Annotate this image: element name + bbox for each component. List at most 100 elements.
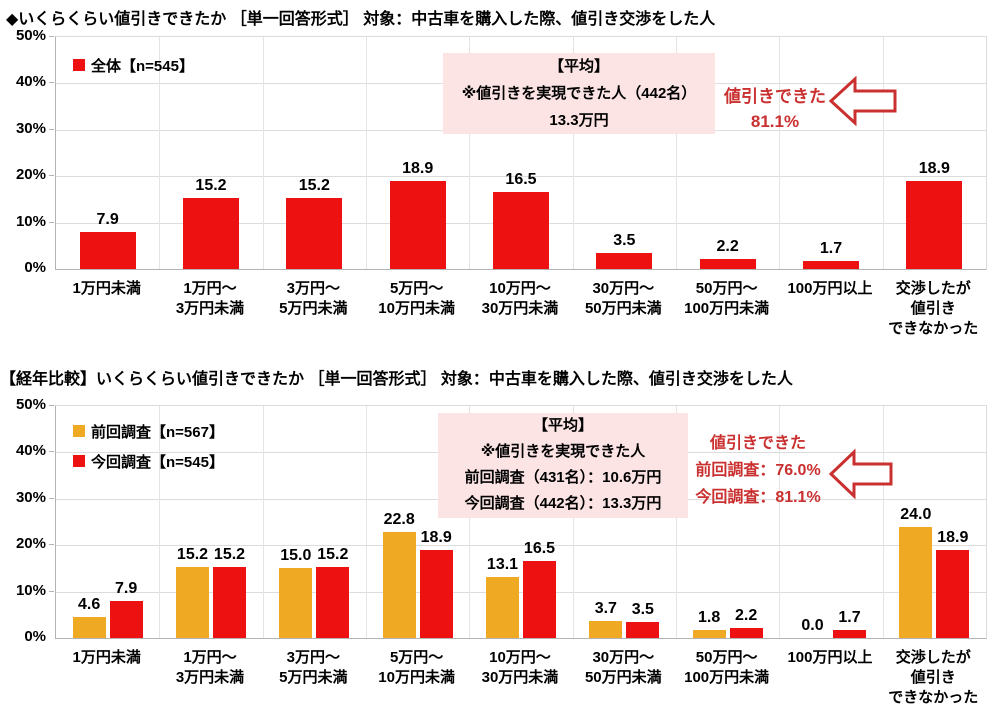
callout-line: 前回調査：76.0%	[695, 462, 821, 479]
y-axis-label: 10%	[15, 581, 46, 599]
bar-value-label: 7.9	[115, 580, 138, 597]
annotation-line: ※値引きを実現できた人（442名）	[461, 85, 697, 102]
bar-value-label: 1.7	[819, 240, 843, 257]
x-axis-label: 100万円以上	[787, 280, 873, 297]
bar-value-label: 2.2	[716, 238, 739, 255]
bar-value-label: 15.2	[317, 546, 349, 563]
callout-line: 81.1%	[750, 112, 800, 131]
bar-value-label: 15.2	[298, 177, 330, 194]
bar-value-label: 0.0	[801, 617, 824, 634]
bar-value-label: 1.7	[838, 609, 861, 626]
chart-title: ◆いくらくらい値引きできたか ［単一回答形式］ 対象：中古車を購入した際、値引き…	[6, 11, 716, 28]
bar-value-label: 16.5	[505, 171, 537, 188]
discount-chart-overall: ◆いくらくらい値引きできたか ［単一回答形式］ 対象：中古車を購入した際、値引き…	[6, 11, 987, 339]
y-axis-label: 50%	[15, 396, 46, 413]
bar-value-label: 15.2	[195, 177, 227, 194]
x-axis: 1万円未満 1万円～ 3万円未満 3万円～ 5万円未満 5万円～ 10万円未満 10万円～ 30…	[55, 273, 985, 339]
bar	[729, 628, 763, 638]
axis-tick	[49, 82, 54, 84]
gridline	[882, 406, 884, 638]
bar	[523, 561, 556, 638]
bar	[803, 261, 859, 269]
y-axis-label: 40%	[15, 73, 46, 91]
gridline	[882, 37, 884, 269]
x-axis-label: 100万円以上	[787, 649, 873, 666]
bar-value-label: 15.0	[280, 547, 312, 564]
gridline	[262, 37, 264, 269]
gridline	[56, 591, 986, 593]
bar-value-label: 4.6	[78, 596, 101, 613]
gridline	[779, 37, 781, 269]
bar-value-label: 7.9	[96, 211, 119, 228]
bar	[109, 601, 143, 638]
legend: 前回調査【n=567】 今回調査【n=545】	[73, 416, 224, 476]
bar	[382, 532, 416, 638]
axis-tick	[49, 405, 54, 406]
bar-value-label: 15.2	[213, 546, 246, 563]
callout-line: 今回調査：81.1%	[695, 489, 821, 506]
bar	[936, 550, 970, 638]
x-axis-label: 3万円～ 5万円未満	[279, 280, 348, 317]
legend-item: 今回調査【n=545】	[73, 446, 224, 476]
y-axis-label: 0%	[24, 259, 46, 276]
x-axis-label: 1万円未満	[72, 649, 141, 666]
left-arrow-icon	[828, 448, 893, 500]
average-annotation: 【平均】 ※値引きを実現できた人（442名） 13.3万円	[443, 53, 715, 134]
x-axis-label: 5万円～ 10万円未満	[378, 649, 455, 686]
bar	[286, 198, 343, 269]
bar	[79, 232, 136, 269]
annotation-line: 【平均】	[532, 417, 593, 434]
legend-swatch	[73, 455, 85, 467]
x-axis-label: 3万円～ 5万円未満	[279, 649, 348, 686]
y-axis-label: 10%	[15, 212, 46, 230]
bar	[692, 630, 726, 638]
gridline	[572, 37, 574, 269]
legend-item: 前回調査【n=567】	[73, 416, 224, 446]
x-axis-label: 50万円～ 100万円未満	[684, 649, 770, 686]
axis-tick	[49, 36, 54, 37]
annotation-line: ※値引きを実現できた人	[480, 443, 646, 460]
legend-label: 前回調査【n=567】	[91, 423, 224, 441]
gridline	[469, 406, 471, 638]
annotation-line: 今回調査（442名）：13.3万円	[464, 495, 662, 512]
x-axis-label: 1万円～ 3万円未満	[175, 649, 245, 686]
bar	[419, 550, 453, 638]
annotation-line: 13.3万円	[549, 112, 609, 129]
gridline	[676, 37, 677, 269]
x-axis-label: 30万円～ 50万円未満	[584, 649, 662, 686]
axis-tick	[49, 590, 54, 592]
legend-swatch	[73, 425, 85, 437]
legend-label: 今回調査【n=545】	[91, 453, 224, 471]
bar	[626, 622, 660, 638]
bar	[316, 567, 350, 638]
y-axis-label: 0%	[24, 628, 46, 645]
gridline	[572, 406, 574, 638]
gridline	[676, 406, 677, 638]
legend-item: 全体【n=545】	[73, 50, 194, 80]
gridline	[469, 37, 471, 269]
bar-value-label: 18.9	[420, 529, 452, 546]
annotation-line: 【平均】	[548, 58, 609, 75]
legend-swatch	[73, 59, 85, 71]
gridline	[262, 406, 264, 638]
bar-value-label: 3.5	[613, 232, 636, 249]
bar-value-label: 1.8	[698, 609, 721, 626]
x-axis-label: 1万円未満	[72, 280, 141, 297]
bar	[589, 621, 623, 638]
bar-value-label: 2.2	[735, 607, 758, 624]
bar	[486, 577, 519, 638]
discount-chart-comparison: 【経年比較】いくらくらい値引きできたか ［単一回答形式］ 対象：中古車を購入した…	[0, 360, 1000, 720]
x-axis-label: 30万円～ 50万円未満	[584, 280, 662, 317]
gridline	[56, 176, 986, 178]
gridline	[56, 545, 986, 547]
discount-achieved-callout: 値引きできた 前回調査：76.0% 今回調査：81.1%	[678, 430, 838, 511]
gridline	[779, 406, 781, 638]
x-axis-label: 1万円～ 3万円未満	[175, 280, 245, 317]
bar-value-label: 15.2	[176, 546, 209, 563]
x-axis: 1万円未満 1万円～ 3万円未満 3万円～ 5万円未満 5万円～ 10万円未満 10万円～ 30…	[55, 642, 985, 708]
x-axis-label: 10万円～ 30万円未満	[481, 649, 559, 686]
chart-title: 【経年比較】いくらくらい値引きできたか ［単一回答形式］ 対象：中古車を購入した…	[0, 371, 793, 388]
axis-tick	[49, 175, 54, 177]
legend: 全体【n=545】	[73, 50, 194, 80]
